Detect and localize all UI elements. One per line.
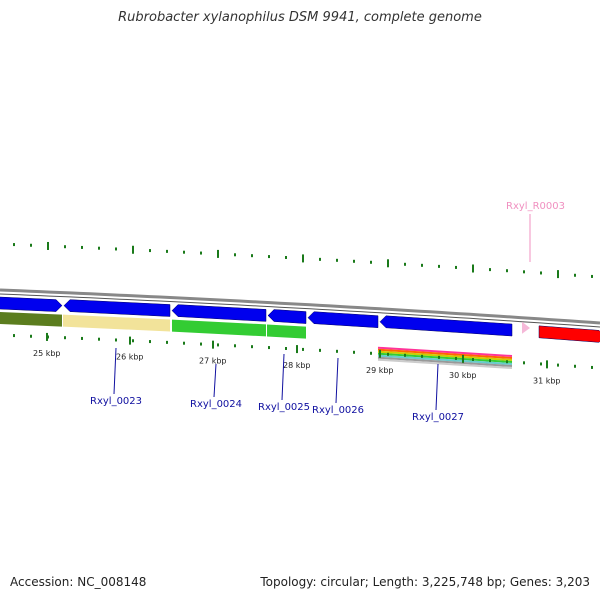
gene-arrow-unlabeled[interactable] (0, 296, 63, 312)
cog-stripe (377, 358, 513, 370)
map-title: Rubrobacter xylanophilus DSM 9941, compl… (118, 10, 482, 25)
leader-line (113, 347, 117, 395)
genome-summary: Topology: circular; Length: 3,225,748 bp… (260, 575, 590, 589)
genome-backbone (0, 288, 600, 328)
gene-label-Rxyl_0026[interactable]: Rxyl_0026 (312, 405, 364, 416)
rna-marker-icon (522, 321, 530, 334)
gene-arrow-Rxyl_0023[interactable] (63, 299, 171, 317)
backbone-arc-outer (0, 288, 600, 325)
leader-line (335, 357, 339, 404)
cog-stripe (377, 350, 513, 362)
tick-label: 28 kbp (283, 361, 311, 370)
cog-stripe (377, 346, 513, 358)
gene-arrow-Rxyl_0026[interactable] (307, 311, 379, 328)
gene-label-Rxyl_0027[interactable]: Rxyl_0027 (412, 412, 464, 423)
gene-track (0, 296, 600, 343)
leader-line (435, 363, 439, 411)
gene-label-Rxyl_0024[interactable]: Rxyl_0024 (190, 399, 242, 410)
accession-text: Accession: NC_008148 (10, 575, 147, 589)
gene-arrow-Rxyl_0024[interactable] (171, 304, 267, 322)
cog-band (172, 319, 266, 337)
tick-label: 29 kbp (366, 366, 394, 375)
gene-arrow-Rxyl_0027[interactable] (379, 315, 513, 337)
gene-label-Rxyl_0023[interactable]: Rxyl_0023 (90, 396, 142, 407)
leader-line (213, 363, 217, 398)
cog-band (267, 324, 306, 339)
gene-arrow-Rxyl_0025[interactable] (267, 309, 307, 324)
cog-track (0, 312, 513, 370)
tick-label: 27 kbp (199, 357, 227, 366)
tick-label: 30 kbp (449, 371, 477, 380)
cog-stripe (377, 348, 513, 360)
cog-stripe (377, 356, 513, 368)
tick-label: 26 kbp (116, 353, 144, 362)
tick-label: 31 kbp (533, 376, 561, 385)
gene-label-Rxyl_R0003[interactable]: Rxyl_R0003 (506, 201, 565, 212)
cog-stripe (377, 354, 513, 366)
leader-line (281, 353, 285, 401)
cog-band (63, 314, 170, 332)
cog-band (0, 312, 62, 327)
inner-tick-track: 25 kbp 26 kbp 27 kbp 28 kbp 29 kbp 30 kbp 31 k… (13, 332, 593, 385)
gene-arrow-Rxyl_R0003[interactable] (538, 325, 600, 343)
tick-label: 25 kbp (33, 349, 61, 358)
gene-labels: Rxyl_0023 Rxyl_0024 Rxyl_0025 Rxyl_0026 Rxyl… (90, 201, 565, 423)
backbone-arc-inner (0, 293, 600, 328)
outer-tick-track (13, 241, 593, 279)
gene-label-Rxyl_0025[interactable]: Rxyl_0025 (258, 402, 310, 413)
